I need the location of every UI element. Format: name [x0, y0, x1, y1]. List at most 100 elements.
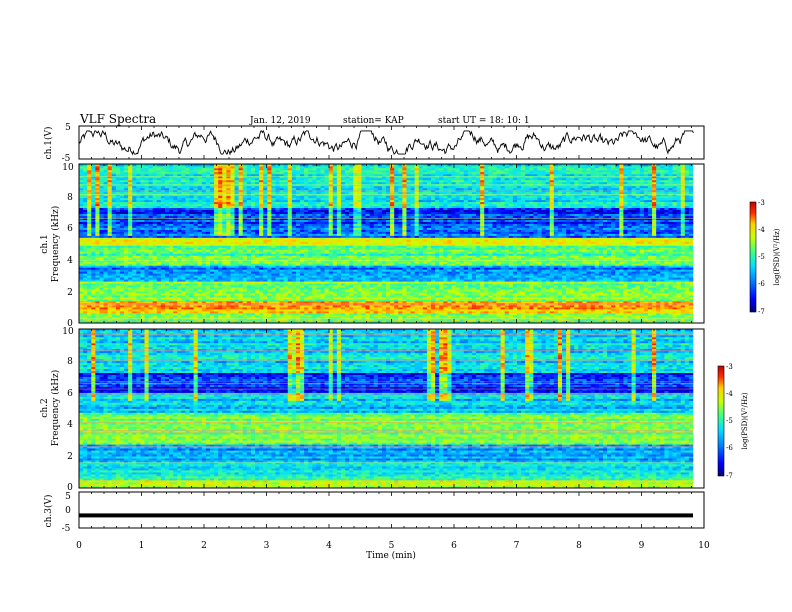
ch1-spectrogram-cell [255, 261, 259, 263]
ch1-spectrogram-cell [79, 273, 83, 275]
ch1-spectrogram-cell [394, 289, 398, 291]
ch1-spectrogram-cell [259, 289, 263, 291]
ch1-spectrogram-cell [636, 311, 640, 313]
ch1-spectrogram-cell [382, 273, 386, 275]
ch1-spectrogram-cell [206, 261, 210, 263]
ch1-spectrogram-cell [214, 275, 218, 277]
ch1-spectrogram-cell [284, 309, 288, 311]
ch1-spectrogram-cell [366, 291, 370, 293]
ch1-spectrogram-cell [243, 269, 247, 271]
ch1-spectrogram-cell [136, 287, 140, 289]
ch1-spectrogram-cell [607, 289, 611, 291]
ch1-spectrogram-cell [529, 265, 533, 267]
ch1-spectrogram-cell [120, 289, 124, 291]
ch1-spectrogram-cell [280, 265, 284, 267]
ch1-spectrogram-cell [435, 267, 439, 269]
ch1-spectrogram-cell [542, 291, 546, 293]
ch1-spectrogram-cell [169, 273, 173, 275]
ch1-spectrogram-cell [194, 309, 198, 311]
ch1-spectrogram-cell [644, 267, 648, 269]
ch1-spectrogram-cell [304, 261, 308, 263]
ch1-spectrogram-cell [361, 307, 365, 309]
ch1-spectrogram-cell [149, 285, 153, 287]
ch1-spectrogram-cell [116, 313, 120, 315]
ch1-spectrogram-cell [185, 297, 189, 299]
ch1-spectrogram-cell [349, 297, 353, 299]
ch1-spectrogram-cell [402, 273, 406, 275]
ch1-spectrogram-cell [112, 277, 116, 279]
ch1-spectrogram-cell [337, 307, 341, 309]
ch1-spectrogram-cell [587, 289, 591, 291]
ch1-spectrogram-cell [472, 271, 476, 273]
ch1-spectrogram-cell [374, 257, 378, 259]
ch1-spectrogram-cell [202, 309, 206, 311]
ch1-spectrogram-cell [280, 289, 284, 291]
ch1-spectrogram-cell [574, 285, 578, 287]
ch1-spectrogram-cell [411, 289, 415, 291]
ch1-spectrogram-cell [570, 267, 574, 269]
ch1-spectrogram-cell [316, 267, 320, 269]
ch1-spectrogram-cell [312, 275, 316, 277]
ch1-spectrogram-cell [312, 281, 316, 283]
ch1-spectrogram-cell [132, 283, 136, 285]
ch1-spectrogram-cell [153, 311, 157, 313]
ch1-spectrogram-cell [251, 273, 255, 275]
ch1-spectrogram-cell [95, 273, 99, 275]
ch1-spectrogram-cell [472, 289, 476, 291]
ch1-spectrogram-cell [366, 297, 370, 299]
ch1-spectrogram-cell [132, 311, 136, 313]
ch1-spectrogram-cell [595, 271, 599, 273]
ch1-spectrogram-cell [464, 265, 468, 267]
ch1-spectrogram-cell [419, 289, 423, 291]
ch1-spectrogram-cell [603, 311, 607, 313]
ch1-spectrogram-cell [128, 283, 132, 285]
ch1-spectrogram-cell [456, 273, 460, 275]
ch1-spectrogram-cell [578, 313, 582, 315]
ch1-spectrogram-cell [124, 305, 128, 307]
ch1-spectrogram-cell [296, 289, 300, 291]
ch1-spectrogram-cell [177, 285, 181, 287]
ch1-spectrogram-cell [468, 305, 472, 307]
ch1-spectrogram-cell [619, 293, 623, 295]
ch1-spectrogram-cell [333, 263, 337, 265]
ch1-spectrogram-cell [640, 283, 644, 285]
ch1-spectrogram-cell [542, 257, 546, 259]
ch1-spectrogram-cell [370, 261, 374, 263]
ch1-spectrogram-cell [361, 311, 365, 313]
ch1-spectrogram-cell [394, 279, 398, 281]
ch1-spectrogram-cell [308, 287, 312, 289]
ch1-spectrogram-cell [648, 313, 652, 315]
ch1-spectrogram-cell [280, 283, 284, 285]
ch1-spectrogram-cell [239, 309, 243, 311]
ch1-spectrogram-cell [128, 265, 132, 267]
ch1-spectrogram-cell [398, 311, 402, 313]
ch1-spectrogram-cell [153, 255, 157, 257]
ch1-spectrogram-cell [165, 297, 169, 299]
ch1-spectrogram-cell [108, 269, 112, 271]
ch1-spectrogram-image [79, 164, 704, 323]
ch1-spectrogram-cell [623, 293, 627, 295]
ch1-spectrogram-cell [198, 291, 202, 293]
ch1-spectrogram-cell [660, 283, 664, 285]
ch1-spectrogram-cell [554, 265, 558, 267]
ch1-spectrogram-cell [91, 295, 95, 297]
ch1-spectrogram-cell [87, 263, 91, 265]
ch1-spectrogram-cell [149, 289, 153, 291]
ch1-spectrogram-cell [161, 307, 165, 309]
ch1-spectrogram-cell [636, 295, 640, 297]
ch1-spectrogram-cell [402, 279, 406, 281]
ch1-spectrogram-cell [329, 273, 333, 275]
ch1-spectrogram-cell [390, 275, 394, 277]
ch1-spectrogram-cell [689, 277, 693, 279]
ch1-spectrogram-cell [427, 263, 431, 265]
ch1-spectrogram-cell [116, 269, 120, 271]
ch1-spectrogram-cell [685, 273, 689, 275]
ch1-spectrogram-cell [165, 289, 169, 291]
ch1-spectrogram-cell [292, 297, 296, 299]
ch1-spectrogram-cell [411, 279, 415, 281]
ch1-spectrogram-cell [153, 269, 157, 271]
ch1-spectrogram-cell [202, 275, 206, 277]
ch1-spectrogram-cell [578, 309, 582, 311]
ch1-spectrogram-cell [587, 261, 591, 263]
ch1-spectrogram-cell [202, 267, 206, 269]
